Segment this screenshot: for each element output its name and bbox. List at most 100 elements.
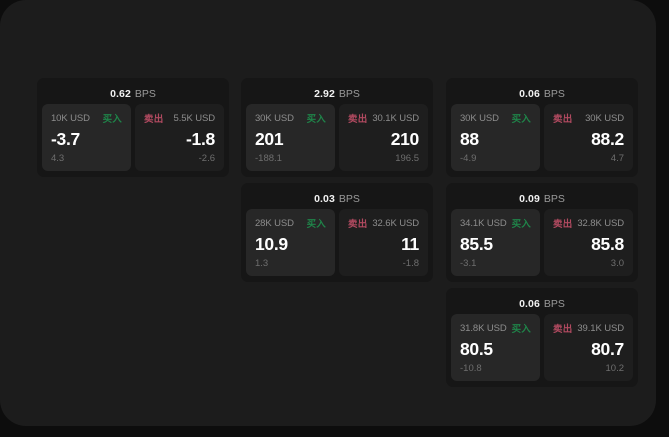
- bps-value: 2.92: [314, 87, 335, 100]
- card-body: 34.1K USD 买入 85.5 -3.1 卖出 32.8K USD 85.8…: [451, 209, 633, 276]
- sell-side-tag: 卖出: [553, 114, 573, 125]
- buy-panel[interactable]: 28K USD 买入 10.9 1.3: [246, 209, 335, 276]
- sell-price-value: 11: [401, 233, 419, 254]
- sell-panel-top: 卖出 39.1K USD: [553, 322, 624, 336]
- bps-unit-label: BPS: [543, 87, 565, 100]
- card-body: 28K USD 买入 10.9 1.3 卖出 32.6K USD 11 -1.8: [246, 209, 428, 276]
- sell-size-label: 30K USD: [585, 112, 624, 124]
- sell-delta-value: 4.7: [610, 153, 624, 164]
- buy-price-value: 85.5: [460, 233, 493, 254]
- bps-value: 0.06: [519, 87, 540, 100]
- sell-size-label: 32.8K USD: [577, 217, 624, 229]
- buy-size-label: 34.1K USD: [460, 217, 507, 229]
- buy-delta-value: 4.3: [51, 153, 65, 164]
- bps-value: 0.62: [110, 87, 131, 100]
- card-header: 0.62 BPS: [42, 83, 224, 104]
- sell-price-value: -1.8: [186, 128, 215, 149]
- sell-panel-top: 卖出 30.1K USD: [348, 112, 419, 126]
- buy-panel-top: 34.1K USD 买入: [460, 217, 531, 231]
- buy-size-label: 31.8K USD: [460, 322, 507, 334]
- bps-unit-label: BPS: [338, 192, 360, 205]
- buy-delta-value: -10.8: [460, 363, 482, 374]
- sell-price-value: 210: [390, 128, 420, 149]
- card-header: 0.09 BPS: [451, 188, 633, 209]
- bps-unit-label: BPS: [543, 297, 565, 310]
- sell-size-label: 5.5K USD: [173, 112, 216, 124]
- buy-side-tag: 买入: [102, 114, 122, 125]
- quote-card-3-1[interactable]: 0.06 BPS 30K USD 买入 88 -4.9 卖出 30K USD 8…: [446, 78, 638, 177]
- sell-panel[interactable]: 卖出 32.8K USD 85.8 3.0: [544, 209, 633, 276]
- card-header: 0.03 BPS: [246, 188, 428, 209]
- bps-unit-label: BPS: [338, 87, 360, 100]
- buy-delta-value: -188.1: [255, 153, 282, 164]
- bps-unit-label: BPS: [134, 87, 156, 100]
- buy-delta-value: -3.1: [460, 258, 477, 269]
- card-header: 2.92 BPS: [246, 83, 428, 104]
- card-body: 10K USD 买入 -3.7 4.3 卖出 5.5K USD -1.8 -2.…: [42, 104, 224, 171]
- quote-card-2-1[interactable]: 2.92 BPS 30K USD 买入 201 -188.1 卖出 30.1K …: [241, 78, 433, 177]
- sell-side-tag: 卖出: [144, 114, 164, 125]
- buy-price-value: -3.7: [51, 128, 80, 149]
- sell-side-tag: 卖出: [348, 114, 368, 125]
- quote-card-3-3[interactable]: 0.06 BPS 31.8K USD 买入 80.5 -10.8 卖出 39.1…: [446, 288, 638, 387]
- card-header: 0.06 BPS: [451, 83, 633, 104]
- buy-price-value: 80.5: [460, 338, 493, 359]
- sell-panel[interactable]: 卖出 32.6K USD 11 -1.8: [339, 209, 428, 276]
- buy-side-tag: 买入: [511, 324, 531, 335]
- sell-panel[interactable]: 卖出 30K USD 88.2 4.7: [544, 104, 633, 171]
- buy-panel-top: 30K USD 买入: [460, 112, 531, 126]
- sell-panel-top: 卖出 30K USD: [553, 112, 624, 126]
- sell-price-value: 80.7: [591, 338, 624, 359]
- buy-size-label: 28K USD: [255, 217, 294, 229]
- buy-price-value: 88: [460, 128, 479, 149]
- buy-panel[interactable]: 10K USD 买入 -3.7 4.3: [42, 104, 131, 171]
- sell-delta-value: 10.2: [605, 363, 625, 374]
- card-body: 31.8K USD 买入 80.5 -10.8 卖出 39.1K USD 80.…: [451, 314, 633, 381]
- sell-price-value: 88.2: [591, 128, 624, 149]
- bps-value: 0.09: [519, 192, 540, 205]
- quote-card-3-2[interactable]: 0.09 BPS 34.1K USD 买入 85.5 -3.1 卖出 32.8K…: [446, 183, 638, 282]
- sell-panel-top: 卖出 5.5K USD: [144, 112, 216, 126]
- buy-panel-top: 10K USD 买入: [51, 112, 122, 126]
- sell-panel-top: 卖出 32.6K USD: [348, 217, 419, 231]
- buy-panel[interactable]: 30K USD 买入 88 -4.9: [451, 104, 540, 171]
- buy-panel-top: 30K USD 买入: [255, 112, 326, 126]
- sell-delta-value: 3.0: [610, 258, 624, 269]
- buy-side-tag: 买入: [306, 219, 326, 230]
- card-body: 30K USD 买入 88 -4.9 卖出 30K USD 88.2 4.7: [451, 104, 633, 171]
- sell-side-tag: 卖出: [553, 219, 573, 230]
- buy-panel-top: 28K USD 买入: [255, 217, 326, 231]
- buy-side-tag: 买入: [306, 114, 326, 125]
- buy-side-tag: 买入: [511, 219, 531, 230]
- sell-size-label: 39.1K USD: [577, 322, 624, 334]
- buy-panel[interactable]: 34.1K USD 买入 85.5 -3.1: [451, 209, 540, 276]
- sell-panel[interactable]: 卖出 5.5K USD -1.8 -2.6: [135, 104, 224, 171]
- sell-size-label: 32.6K USD: [372, 217, 419, 229]
- sell-panel[interactable]: 卖出 39.1K USD 80.7 10.2: [544, 314, 633, 381]
- buy-panel[interactable]: 31.8K USD 买入 80.5 -10.8: [451, 314, 540, 381]
- bps-unit-label: BPS: [543, 192, 565, 205]
- card-body: 30K USD 买入 201 -188.1 卖出 30.1K USD 210 1…: [246, 104, 428, 171]
- quote-card-1-1[interactable]: 0.62 BPS 10K USD 买入 -3.7 4.3 卖出 5.5K USD…: [37, 78, 229, 177]
- buy-side-tag: 买入: [511, 114, 531, 125]
- buy-panel-top: 31.8K USD 买入: [460, 322, 531, 336]
- app-frame: 0.62 BPS 10K USD 买入 -3.7 4.3 卖出 5.5K USD…: [0, 0, 656, 426]
- quote-board: 0.62 BPS 10K USD 买入 -3.7 4.3 卖出 5.5K USD…: [37, 78, 638, 388]
- sell-price-value: 85.8: [591, 233, 624, 254]
- sell-panel-top: 卖出 32.8K USD: [553, 217, 624, 231]
- buy-size-label: 30K USD: [460, 112, 499, 124]
- buy-size-label: 10K USD: [51, 112, 90, 124]
- sell-delta-value: -2.6: [198, 153, 215, 164]
- sell-delta-value: -1.8: [402, 258, 419, 269]
- sell-panel[interactable]: 卖出 30.1K USD 210 196.5: [339, 104, 428, 171]
- buy-delta-value: 1.3: [255, 258, 269, 269]
- sell-side-tag: 卖出: [553, 324, 573, 335]
- sell-side-tag: 卖出: [348, 219, 368, 230]
- quote-card-2-2[interactable]: 0.03 BPS 28K USD 买入 10.9 1.3 卖出 32.6K US…: [241, 183, 433, 282]
- buy-price-value: 201: [255, 128, 284, 149]
- sell-delta-value: 196.5: [395, 153, 419, 164]
- bps-value: 0.03: [314, 192, 335, 205]
- buy-panel[interactable]: 30K USD 买入 201 -188.1: [246, 104, 335, 171]
- card-header: 0.06 BPS: [451, 293, 633, 314]
- bps-value: 0.06: [519, 297, 540, 310]
